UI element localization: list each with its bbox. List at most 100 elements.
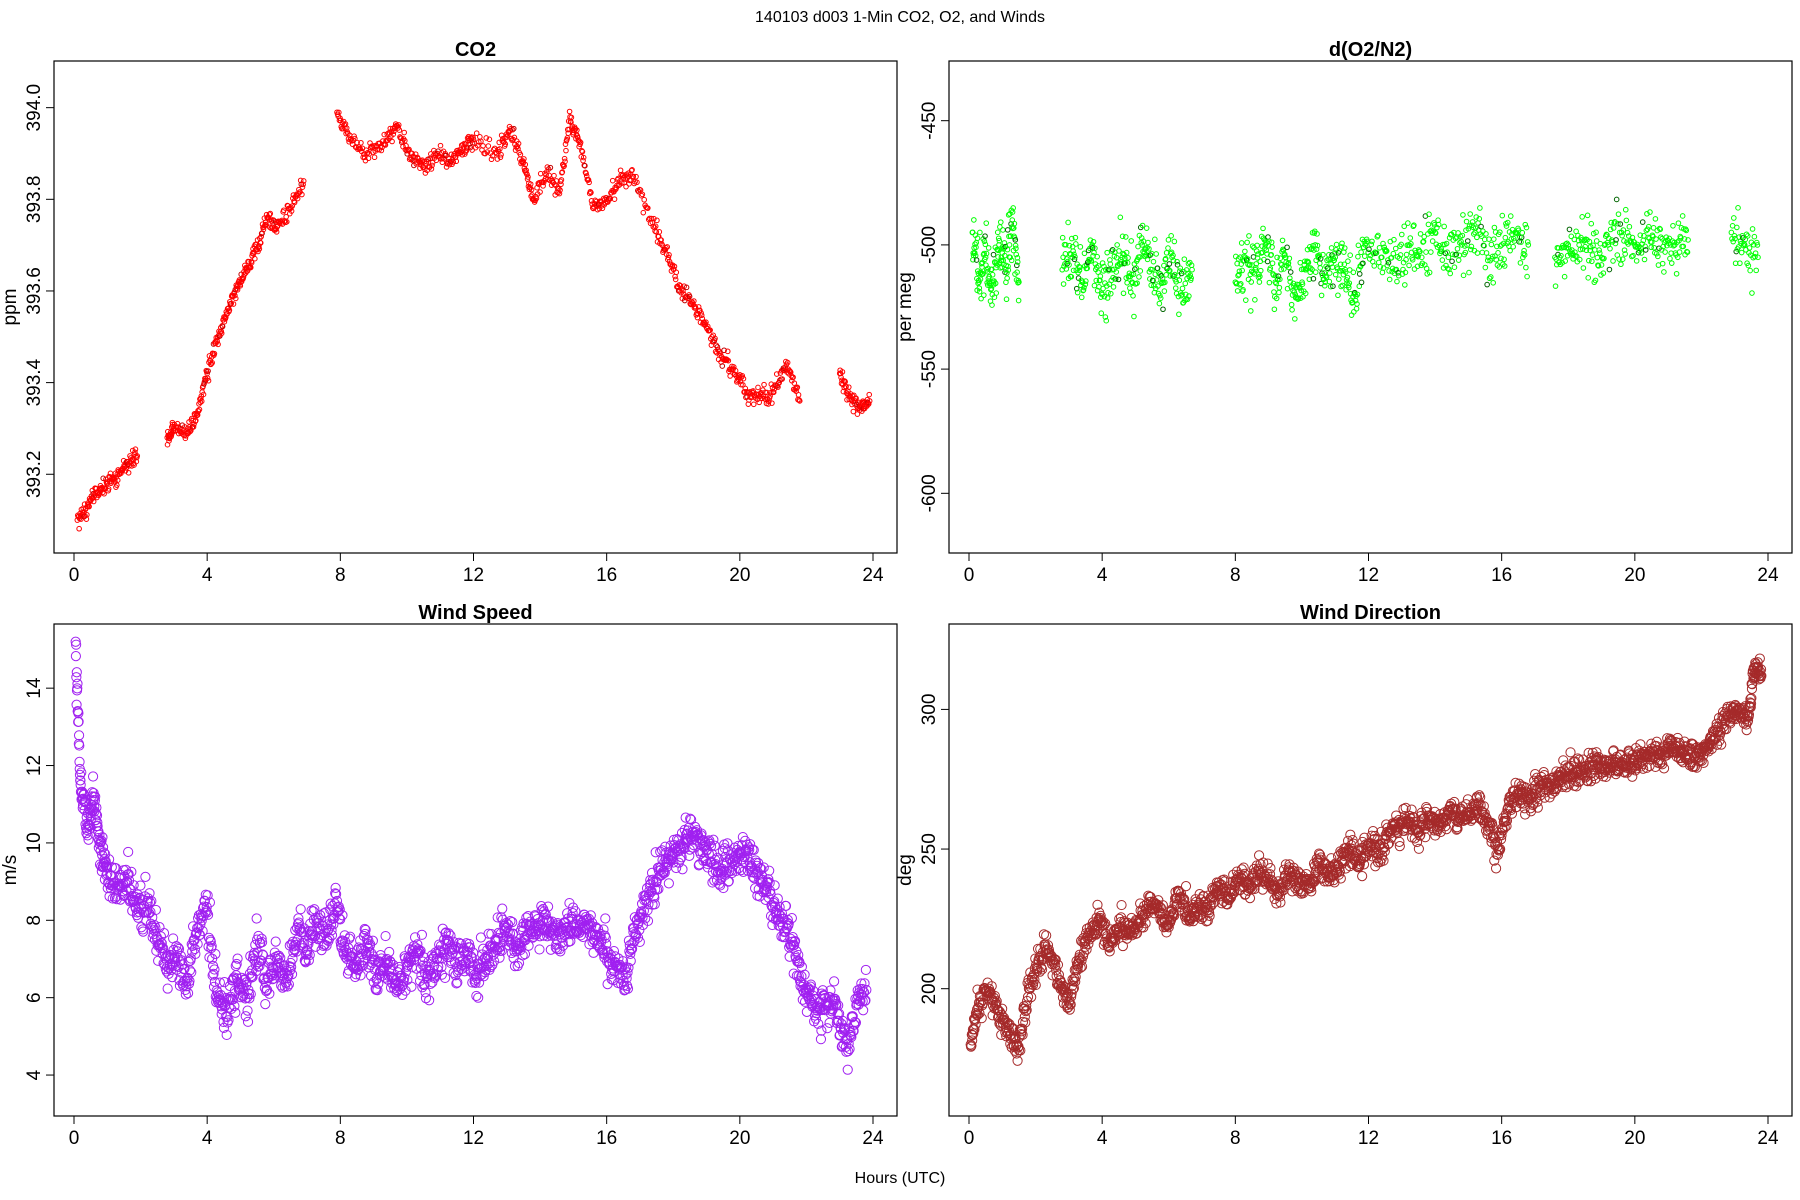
x-tick-label: 20 (1624, 565, 1645, 586)
data-point (653, 229, 660, 235)
data-point (1013, 245, 1019, 252)
x-tick-label: 16 (596, 565, 617, 586)
data-point (1607, 245, 1613, 252)
data-point (1107, 261, 1114, 267)
x-tick-label: 8 (1230, 565, 1241, 586)
data-point (672, 840, 684, 851)
data-point (987, 283, 993, 289)
data-point (280, 207, 287, 214)
data-point (232, 295, 239, 302)
data-point (257, 240, 264, 246)
data-point (1182, 280, 1189, 287)
data-point (1477, 205, 1483, 211)
data-point (72, 683, 83, 694)
y-tick-label: 394.0 (24, 84, 45, 132)
data-point (1659, 260, 1666, 267)
data-point (988, 285, 995, 292)
data-point (1482, 264, 1489, 271)
data-point (74, 740, 85, 751)
x-tick-label: 4 (202, 1128, 213, 1149)
data-point (1386, 268, 1392, 274)
data-point (632, 918, 643, 930)
data-point (91, 802, 102, 813)
data-point (1335, 292, 1341, 299)
data-point (861, 984, 872, 996)
data-point (1255, 251, 1261, 257)
data-point (392, 967, 403, 978)
data-point (77, 786, 88, 797)
data-point (715, 869, 726, 880)
data-point (1667, 255, 1673, 262)
data-point (852, 398, 859, 404)
data-point (1468, 243, 1475, 250)
data-point (1307, 265, 1314, 271)
data-point (1084, 265, 1090, 272)
data-point (1017, 1023, 1028, 1034)
data-point (793, 949, 804, 961)
data-point (1145, 239, 1151, 246)
data-point (367, 957, 378, 968)
data-point (126, 866, 137, 877)
data-point (1465, 225, 1472, 232)
data-point (609, 177, 616, 184)
data-point (1240, 286, 1246, 293)
data-point (1593, 238, 1600, 244)
data-point (190, 948, 201, 960)
data-point (1290, 280, 1297, 287)
data-point (270, 936, 281, 947)
data-point (1392, 245, 1399, 252)
data-point (1268, 239, 1275, 246)
data-point (1042, 940, 1054, 951)
data-point (1507, 213, 1514, 219)
data-point (1185, 260, 1192, 267)
data-point (90, 791, 101, 802)
data-point (1583, 247, 1590, 254)
data-point (72, 678, 83, 689)
data-point (1150, 258, 1157, 265)
data-point (1621, 238, 1627, 244)
data-point (976, 279, 982, 285)
data-point (585, 910, 596, 921)
data-point (1643, 227, 1650, 234)
data-point (1661, 269, 1667, 275)
data-point (611, 196, 618, 202)
data-point (1077, 264, 1083, 271)
data-point (666, 252, 672, 258)
data-point (1189, 266, 1195, 273)
data-point (158, 928, 170, 939)
data-point (196, 406, 203, 413)
data-point (1238, 862, 1249, 873)
data-point (1041, 930, 1052, 941)
data-point (466, 953, 477, 964)
data-point (324, 933, 335, 944)
data-point (543, 901, 554, 912)
data-point (256, 937, 268, 948)
data-point (566, 108, 573, 115)
data-point (1495, 250, 1501, 256)
data-point (480, 143, 486, 149)
data-point (1074, 289, 1081, 296)
data-point (1081, 284, 1087, 291)
data-point (326, 925, 337, 936)
data-point (649, 899, 660, 910)
data-point (204, 952, 215, 963)
data-point (530, 911, 541, 922)
data-point (1386, 276, 1393, 283)
data-point (523, 940, 534, 951)
data-point (1072, 234, 1079, 241)
data-point (1131, 313, 1137, 320)
data-point (1012, 1055, 1023, 1066)
data-point (1244, 239, 1250, 246)
data-point (1745, 262, 1752, 269)
data-point (1076, 267, 1083, 274)
data-point (1322, 273, 1329, 280)
data-point (1152, 236, 1158, 243)
data-point (1157, 292, 1163, 299)
y-tick-label: 4 (24, 1069, 45, 1080)
data-point (74, 769, 86, 781)
data-point (522, 161, 529, 168)
data-point (1596, 250, 1603, 256)
data-point (642, 915, 654, 927)
data-point (1432, 230, 1439, 236)
data-point (1441, 223, 1447, 230)
